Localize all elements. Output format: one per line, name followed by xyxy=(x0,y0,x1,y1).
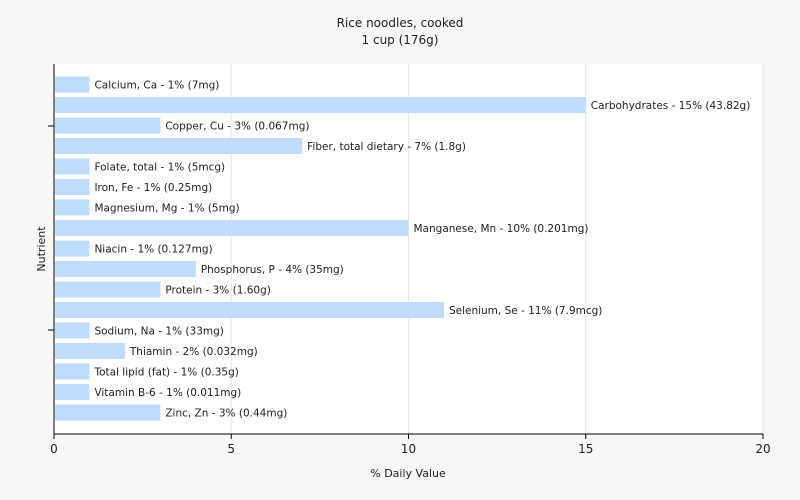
bar xyxy=(55,117,161,134)
bar xyxy=(55,261,196,277)
bar-label: Phosphorus, P - 4% (35mg) xyxy=(201,264,344,276)
bar-label: Calcium, Ca - 1% (7mg) xyxy=(94,80,219,92)
bar xyxy=(55,199,90,216)
bar-label: Zinc, Zn - 3% (0.44mg) xyxy=(165,408,287,420)
bar-label: Niacin - 1% (0.127mg) xyxy=(94,244,212,256)
bars-group: Calcium, Ca - 1% (7mg) Carbohydrates - 15… xyxy=(55,76,751,421)
bar-label: Protein - 3% (1.60g) xyxy=(165,285,271,297)
x-tick-label: 15 xyxy=(578,442,593,456)
bar xyxy=(55,97,586,113)
bar xyxy=(55,404,161,421)
bar xyxy=(55,281,161,298)
bar-label: Total lipid (fat) - 1% (0.35g) xyxy=(93,367,238,379)
bar xyxy=(55,158,90,175)
bar-label: Manganese, Mn - 10% (0.201mg) xyxy=(414,223,589,235)
bar-label: Selenium, Se - 11% (7.9mcg) xyxy=(449,305,602,317)
bar-label: Magnesium, Mg - 1% (5mg) xyxy=(94,203,239,215)
bar xyxy=(55,220,409,236)
x-tick-label: 5 xyxy=(227,442,235,456)
chart-title: Rice noodles, cooked xyxy=(337,16,464,30)
bar xyxy=(55,343,125,359)
axes-group: 0 5 10 15 20 xyxy=(48,64,771,456)
x-axis-title: % Daily Value xyxy=(370,467,446,480)
bar-label: Fiber, total dietary - 7% (1.8g) xyxy=(307,141,466,153)
bar-label: Iron, Fe - 1% (0.25mg) xyxy=(94,182,212,194)
bar-label: Thiamin - 2% (0.032mg) xyxy=(129,346,258,358)
bar-label: Carbohydrates - 15% (43.82g) xyxy=(591,100,751,112)
x-tick-label: 20 xyxy=(755,442,770,456)
bar-label: Folate, total - 1% (5mcg) xyxy=(94,162,225,174)
bar xyxy=(55,240,90,257)
bar-label: Sodium, Na - 1% (33mg) xyxy=(94,326,223,338)
bar xyxy=(55,179,90,195)
grid-lines xyxy=(230,64,764,434)
bar-label: Vitamin B-6 - 1% (0.011mg) xyxy=(94,387,241,399)
bar xyxy=(55,322,90,339)
y-axis-title: Nutrient xyxy=(35,226,48,272)
chart-subtitle: 1 cup (176g) xyxy=(362,33,439,47)
bar xyxy=(55,363,90,380)
x-tick-label: 0 xyxy=(50,442,58,456)
x-tick-label: 10 xyxy=(401,442,416,456)
bar-label: Copper, Cu - 3% (0.067mg) xyxy=(165,121,309,133)
bar xyxy=(55,384,90,400)
bar xyxy=(55,138,303,154)
bar xyxy=(55,302,444,318)
bar xyxy=(55,76,90,93)
